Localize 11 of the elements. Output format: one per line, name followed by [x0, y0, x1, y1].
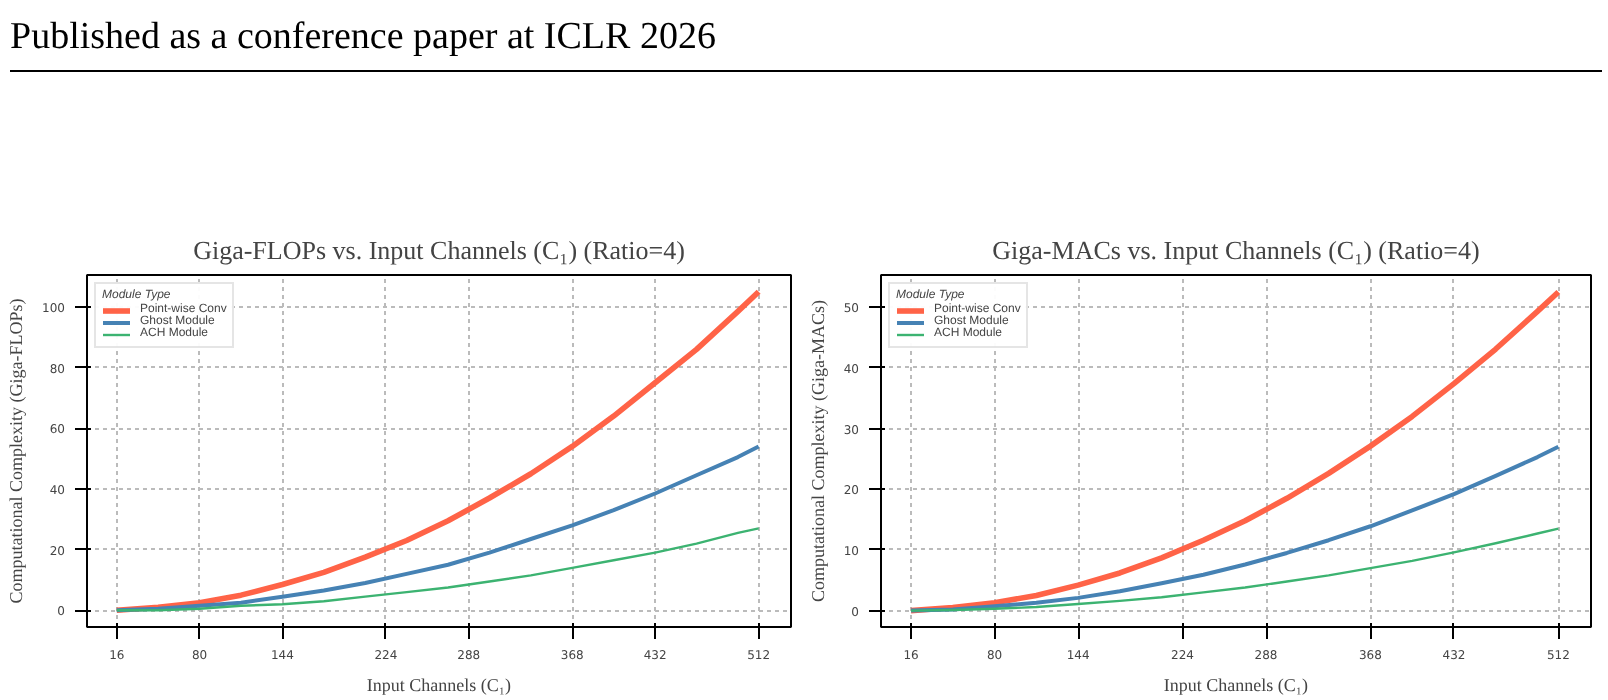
text: Published as a conference paper at ICLR 2026 — [10, 10, 1602, 73]
line-series — [115, 527, 760, 612]
line-series — [909, 444, 1561, 613]
chart-title: Giga-FLOPs vs. Input Channels (C₁) (Ratio=4) — [193, 235, 685, 265]
line-series — [909, 527, 1560, 612]
chart-title: Giga-MACs vs. Input Channels (C₁) (Ratio=4) — [992, 235, 1480, 265]
x-axis-title: Input Channels (C₁) — [366, 675, 512, 695]
y-axis-title: Computational Complexity (Giga-MACs) — [807, 299, 828, 602]
y-axis-title: Computational Complexity (Giga-FLOPs) — [6, 298, 27, 604]
line-series — [114, 444, 761, 613]
x-axis-title: Input Channels (C₁) — [1163, 675, 1309, 695]
